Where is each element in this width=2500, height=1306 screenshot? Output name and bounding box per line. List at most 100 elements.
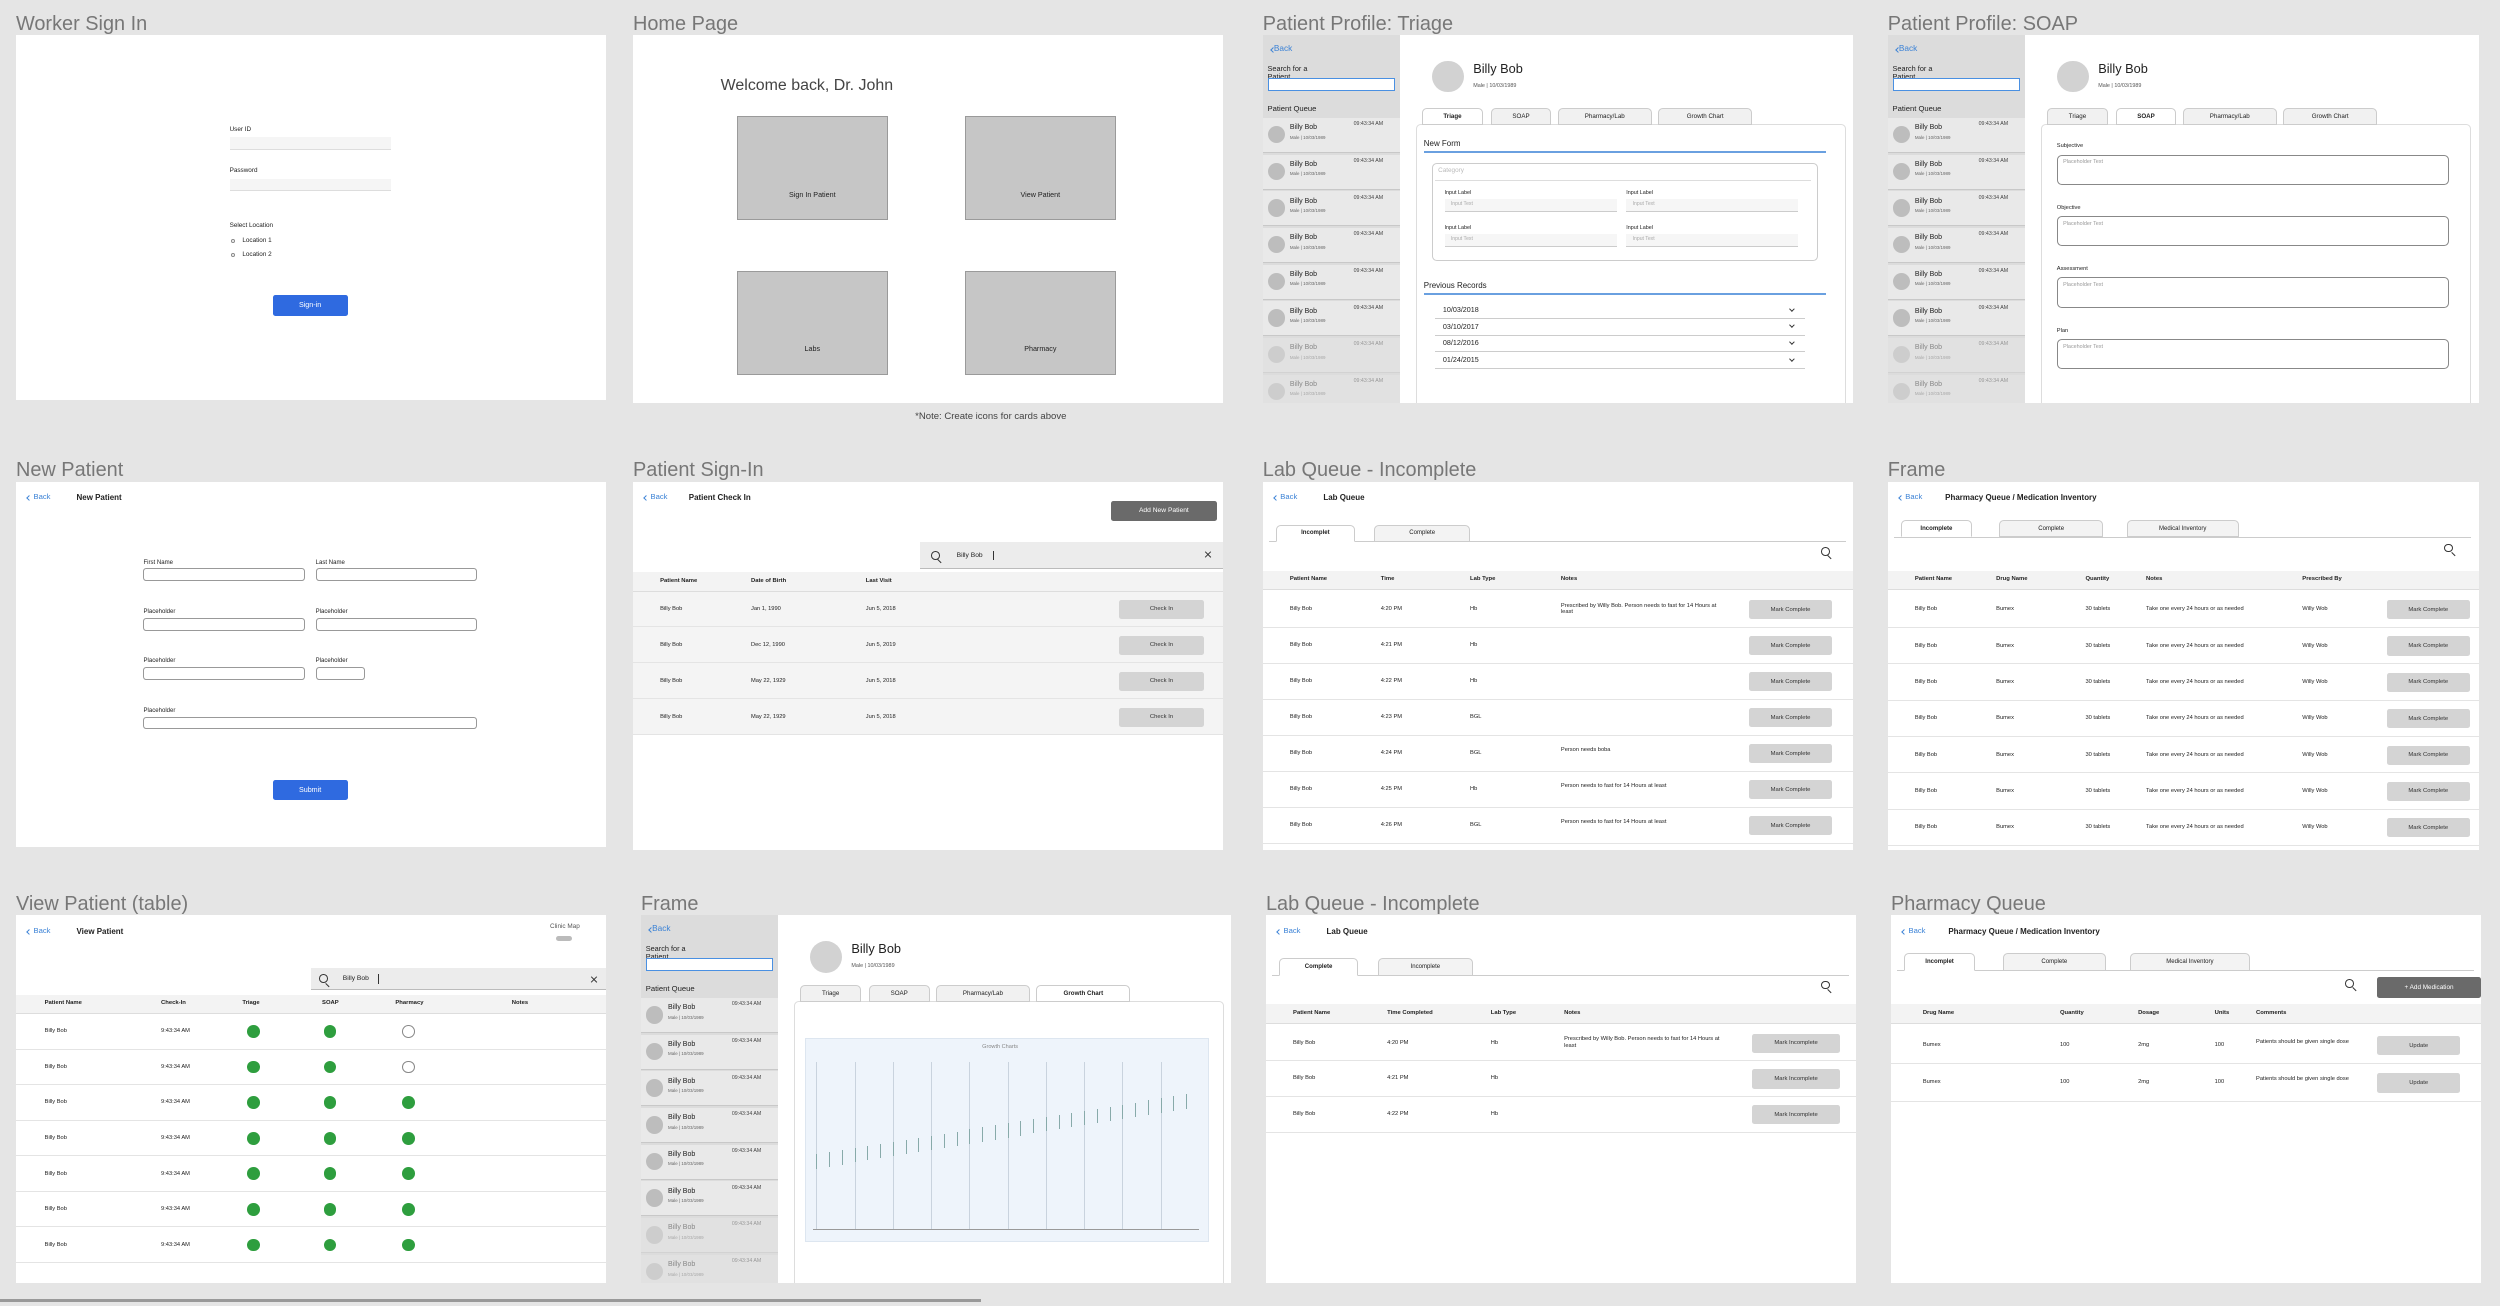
back-link[interactable]: Back bbox=[33, 492, 51, 502]
text-area[interactable] bbox=[2056, 154, 2449, 185]
back-link[interactable]: Back bbox=[1908, 926, 1926, 936]
tab[interactable]: Complete bbox=[1374, 524, 1470, 543]
queue-item[interactable]: Billy Bob Male | 10/03/1989 09:43:34 AM bbox=[1887, 374, 2025, 404]
search-icon[interactable] bbox=[1820, 980, 1830, 990]
search-input[interactable] bbox=[645, 958, 774, 971]
back-link[interactable]: Back bbox=[650, 492, 668, 502]
record-date[interactable]: 08/12/2016 bbox=[1442, 339, 1479, 348]
tab[interactable]: Growth Chart bbox=[2283, 108, 2378, 126]
queue-item[interactable]: Billy Bob Male | 10/03/1989 09:43:34 AM bbox=[1887, 227, 2025, 264]
text-input[interactable] bbox=[143, 617, 305, 631]
button[interactable]: Mark Complete bbox=[1749, 635, 1832, 656]
search-icon[interactable] bbox=[2444, 543, 2453, 553]
search-icon[interactable] bbox=[1820, 546, 1830, 556]
back-link[interactable]: Back bbox=[1898, 42, 1918, 53]
tab[interactable]: Complete bbox=[1999, 519, 2103, 538]
button[interactable]: Mark Complete bbox=[2386, 636, 2470, 656]
clinic-map-link[interactable]: Clinic Map bbox=[550, 923, 580, 931]
tab[interactable]: Complete bbox=[2002, 953, 2107, 971]
home-card[interactable]: Labs bbox=[736, 271, 889, 375]
search-bar[interactable] bbox=[310, 967, 606, 991]
button[interactable]: Mark Complete bbox=[1749, 599, 1832, 620]
button[interactable]: Submit bbox=[272, 779, 348, 801]
back-link[interactable]: Back bbox=[1280, 492, 1298, 502]
text-input[interactable] bbox=[1444, 234, 1617, 248]
queue-item[interactable]: Billy Bob Male | 10/03/1989 09:43:34 AM bbox=[1262, 227, 1400, 264]
home-card[interactable]: View Patient bbox=[964, 116, 1117, 220]
queue-item[interactable]: Billy Bob Male | 10/03/1989 09:43:34 AM bbox=[640, 1218, 779, 1254]
tab[interactable]: Pharmacy/Lab bbox=[2182, 108, 2277, 126]
text-input[interactable] bbox=[315, 617, 477, 631]
record-date[interactable]: 01/24/2015 bbox=[1442, 355, 1479, 364]
button[interactable]: Check In bbox=[1119, 599, 1204, 619]
tab[interactable]: Triage bbox=[2047, 108, 2108, 126]
queue-item[interactable]: Billy Bob Male | 10/03/1989 09:43:34 AM bbox=[1887, 191, 2025, 227]
radio[interactable] bbox=[231, 253, 236, 258]
button[interactable]: Mark Complete bbox=[2386, 818, 2470, 838]
tab[interactable]: Pharmacy/Lab bbox=[935, 985, 1030, 1003]
queue-item[interactable]: Billy Bob Male | 10/03/1989 09:43:34 AM bbox=[1262, 117, 1400, 154]
queue-item[interactable]: Billy Bob Male | 10/03/1989 09:43:34 AM bbox=[640, 1181, 779, 1217]
record-date[interactable]: 03/10/2017 bbox=[1442, 322, 1479, 331]
tab[interactable]: Incomplet bbox=[1275, 524, 1356, 543]
queue-item[interactable]: Billy Bob Male | 10/03/1989 09:43:34 AM bbox=[1262, 264, 1400, 300]
button[interactable]: Mark Incomplete bbox=[1752, 1105, 1840, 1125]
search-input[interactable] bbox=[1892, 78, 2021, 91]
text-area[interactable] bbox=[2056, 338, 2449, 370]
button[interactable]: Mark Complete bbox=[1749, 672, 1832, 692]
text-input[interactable] bbox=[315, 568, 477, 582]
tab[interactable]: Incomplete bbox=[1900, 519, 1973, 538]
queue-item[interactable]: Billy Bob Male | 10/03/1989 09:43:34 AM bbox=[640, 1144, 779, 1180]
text-input[interactable] bbox=[143, 568, 305, 582]
queue-item[interactable]: Billy Bob Male | 10/03/1989 09:43:34 AM bbox=[640, 1071, 779, 1107]
tab[interactable]: Triage bbox=[800, 985, 861, 1003]
tab[interactable]: Growth Chart bbox=[1658, 108, 1753, 126]
search-icon[interactable] bbox=[318, 974, 328, 983]
queue-item[interactable]: Billy Bob Male | 10/03/1989 09:43:34 AM bbox=[1887, 154, 2025, 190]
button[interactable]: Update bbox=[2377, 1035, 2461, 1056]
text-area[interactable] bbox=[2056, 216, 2449, 247]
queue-item[interactable]: Billy Bob Male | 10/03/1989 09:43:34 AM bbox=[1262, 301, 1400, 337]
tab[interactable]: Triage bbox=[1422, 108, 1483, 126]
button[interactable]: Mark Complete bbox=[2386, 672, 2470, 692]
button[interactable]: Mark Complete bbox=[1749, 744, 1832, 764]
search-icon[interactable] bbox=[931, 550, 940, 560]
search-input[interactable] bbox=[1267, 78, 1396, 91]
tab[interactable]: Growth Chart bbox=[1036, 985, 1131, 1003]
button[interactable]: Mark Complete bbox=[1749, 780, 1832, 800]
back-link[interactable]: Back bbox=[652, 922, 671, 933]
queue-item[interactable]: Billy Bob Male | 10/03/1989 09:43:34 AM bbox=[640, 1108, 779, 1144]
button[interactable]: Mark Incomplete bbox=[1752, 1069, 1840, 1089]
queue-item[interactable]: Billy Bob Male | 10/03/1989 09:43:34 AM bbox=[640, 1034, 779, 1070]
text-input[interactable] bbox=[143, 667, 305, 680]
tab[interactable]: Medical Inventory bbox=[2130, 953, 2250, 971]
queue-item[interactable]: Billy Bob Male | 10/03/1989 09:43:34 AM bbox=[1262, 154, 1400, 190]
button[interactable]: + Add Medication bbox=[2377, 977, 2481, 999]
tab[interactable]: Incomplet bbox=[1903, 953, 1976, 971]
button[interactable]: Mark Complete bbox=[1749, 816, 1832, 836]
button[interactable]: Mark Complete bbox=[1749, 708, 1832, 728]
tab[interactable]: Incomplete bbox=[1377, 958, 1474, 976]
tab[interactable]: SOAP bbox=[2115, 108, 2177, 126]
home-card[interactable]: Sign In Patient bbox=[736, 116, 889, 220]
search-bar[interactable] bbox=[919, 542, 1223, 570]
home-card[interactable]: Pharmacy bbox=[964, 271, 1117, 375]
text-input[interactable] bbox=[143, 716, 477, 730]
text-input[interactable] bbox=[315, 667, 366, 680]
tab[interactable]: SOAP bbox=[868, 985, 930, 1003]
text-input[interactable] bbox=[229, 137, 391, 150]
text-input[interactable] bbox=[229, 178, 391, 192]
button[interactable]: Sign-in bbox=[272, 294, 348, 316]
queue-item[interactable]: Billy Bob Male | 10/03/1989 09:43:34 AM bbox=[1262, 337, 1400, 374]
queue-item[interactable]: Billy Bob Male | 10/03/1989 09:43:34 AM bbox=[640, 998, 779, 1034]
back-link[interactable]: Back bbox=[1905, 492, 1923, 502]
button[interactable]: Check In bbox=[1119, 635, 1204, 655]
back-link[interactable]: Back bbox=[33, 926, 51, 936]
text-input[interactable] bbox=[1626, 234, 1799, 248]
queue-item[interactable]: Billy Bob Male | 10/03/1989 09:43:34 AM bbox=[1887, 264, 2025, 300]
back-link[interactable]: Back bbox=[1283, 926, 1301, 936]
tab[interactable]: Complete bbox=[1278, 958, 1359, 976]
button[interactable]: Check In bbox=[1119, 671, 1204, 691]
radio[interactable] bbox=[231, 239, 236, 244]
queue-item[interactable]: Billy Bob Male | 10/03/1989 09:43:34 AM bbox=[640, 1254, 779, 1284]
